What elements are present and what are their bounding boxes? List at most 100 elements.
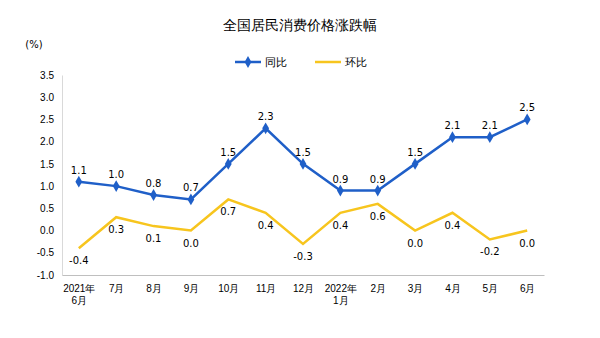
x-axis-line bbox=[63, 275, 545, 276]
data-label: 0.7 bbox=[220, 206, 236, 217]
data-label: 1.1 bbox=[71, 165, 87, 176]
y-tick-label: 2.0 bbox=[40, 136, 54, 147]
legend-swatch bbox=[315, 61, 341, 64]
x-tick-label: 11月 bbox=[256, 283, 276, 294]
data-label: 0.4 bbox=[258, 220, 274, 231]
x-tick: 9月 bbox=[184, 275, 200, 294]
y-tick: 0.5 bbox=[40, 203, 62, 214]
y-tick-label: 1.5 bbox=[40, 159, 54, 170]
x-tick-label: 10月 bbox=[218, 283, 239, 294]
y-tick: 3.0 bbox=[40, 92, 62, 103]
x-tick: 2022年1月 bbox=[325, 275, 357, 306]
data-label: 0.6 bbox=[370, 211, 386, 222]
data-label: 2.3 bbox=[258, 111, 274, 122]
y-tick: 3.5 bbox=[40, 70, 62, 81]
x-tick-label: 6月 bbox=[520, 283, 536, 294]
x-tick: 11月 bbox=[256, 275, 276, 294]
series-marker bbox=[225, 158, 232, 170]
chart: 全国居民消费价格涨跌幅 (%) -1.0 -0.5 0.0 0.5 1.0 1.5 2.0 2.5… bbox=[0, 0, 600, 338]
series-marker bbox=[374, 185, 381, 197]
y-tick: 2.5 bbox=[40, 114, 62, 125]
y-axis: -1.0 -0.5 0.0 0.5 1.0 1.5 2.0 2.5 3.0 3.5 bbox=[37, 70, 63, 281]
data-label: -0.3 bbox=[293, 251, 313, 262]
series-line bbox=[79, 199, 527, 248]
x-tick-label: 9月 bbox=[184, 283, 200, 294]
y-axis-label: (%) bbox=[25, 39, 42, 50]
y-tick-label: 2.5 bbox=[40, 114, 54, 125]
legend-label: 环比 bbox=[345, 56, 367, 69]
y-tick: 2.0 bbox=[40, 136, 62, 147]
series-marker bbox=[113, 180, 120, 192]
y-tick-label: 3.5 bbox=[40, 70, 54, 81]
series-marker bbox=[75, 176, 82, 188]
x-tick-label: 2月 bbox=[370, 283, 386, 294]
series-marker bbox=[150, 189, 157, 201]
legend-item: 同比 bbox=[235, 56, 287, 69]
series-marker bbox=[449, 131, 456, 143]
x-tick: 4月 bbox=[445, 275, 461, 294]
x-tick: 8月 bbox=[146, 275, 162, 294]
y-tick: 1.0 bbox=[40, 181, 62, 192]
data-label: 0.8 bbox=[146, 178, 162, 189]
x-tick: 12月 bbox=[293, 275, 314, 294]
data-label: 1.5 bbox=[295, 147, 311, 158]
x-tick-label: 4月 bbox=[445, 283, 461, 294]
data-label: 0.3 bbox=[108, 224, 124, 235]
legend-marker bbox=[245, 56, 252, 68]
data-label: -0.2 bbox=[480, 246, 500, 257]
x-tick-label: 12月 bbox=[293, 283, 314, 294]
data-label: 0.1 bbox=[146, 233, 162, 244]
data-label: 0.0 bbox=[183, 238, 199, 249]
y-tick: 1.5 bbox=[40, 159, 62, 170]
x-tick: 2021年6月 bbox=[63, 275, 95, 306]
x-axis: 2021年6月 7月 8月 9月 10月 11月 12月 2022年1月 2月 3月 4月 5月 6月 bbox=[63, 275, 545, 306]
y-tick-label: -1.0 bbox=[37, 270, 55, 281]
data-label: 1.5 bbox=[220, 147, 236, 158]
legend-label: 同比 bbox=[265, 56, 287, 69]
data-label: 0.7 bbox=[183, 182, 199, 193]
title: 全国居民消费价格涨跌幅 bbox=[223, 17, 377, 33]
x-tick-label: 8月 bbox=[146, 283, 162, 294]
x-tick: 2月 bbox=[370, 275, 386, 294]
data-label: 0.0 bbox=[407, 238, 423, 249]
legend-item: 环比 bbox=[315, 56, 367, 69]
x-tick-label: 5月 bbox=[483, 283, 499, 294]
series-marker bbox=[262, 122, 269, 134]
y-tick: -1.0 bbox=[37, 270, 62, 281]
y-tick: 0.0 bbox=[40, 225, 62, 236]
x-tick: 6月 bbox=[520, 275, 536, 294]
x-tick: 5月 bbox=[483, 275, 499, 294]
y-tick-label: 3.0 bbox=[40, 92, 54, 103]
x-tick-label: 2021年6月 bbox=[63, 283, 95, 306]
data-label: 0.4 bbox=[332, 220, 348, 231]
y-tick-label: 1.0 bbox=[40, 181, 54, 192]
x-tick: 3月 bbox=[408, 275, 424, 294]
x-tick: 7月 bbox=[109, 275, 125, 294]
series-line bbox=[79, 119, 527, 199]
y-tick-label: -0.5 bbox=[37, 247, 55, 258]
x-tick-label: 7月 bbox=[109, 283, 125, 294]
series-marker bbox=[188, 194, 195, 206]
series-marker bbox=[524, 114, 531, 126]
series-marker bbox=[486, 131, 493, 143]
y-tick: -0.5 bbox=[37, 247, 62, 258]
data-labels: 1.11.00.80.71.52.31.50.90.91.52.12.12.5-… bbox=[69, 102, 535, 266]
series-marker bbox=[300, 158, 307, 170]
x-tick-label: 3月 bbox=[408, 283, 424, 294]
data-label: 1.0 bbox=[108, 169, 124, 180]
series-marker bbox=[412, 158, 419, 170]
data-label: -0.4 bbox=[69, 255, 89, 266]
legend: 同比 环比 bbox=[235, 56, 367, 69]
data-label: 1.5 bbox=[407, 147, 423, 158]
data-label: 0.0 bbox=[519, 238, 535, 249]
data-label: 0.9 bbox=[332, 174, 348, 185]
y-tick-label: 0.0 bbox=[40, 225, 54, 236]
x-tick: 10月 bbox=[218, 275, 239, 294]
data-label: 0.4 bbox=[445, 220, 461, 231]
y-tick-label: 0.5 bbox=[40, 203, 54, 214]
x-tick-label: 2022年1月 bbox=[325, 283, 357, 306]
data-label: 2.1 bbox=[482, 120, 498, 131]
series-marker bbox=[337, 185, 344, 197]
y-axis-line bbox=[62, 76, 63, 276]
plot-marks bbox=[75, 114, 530, 249]
